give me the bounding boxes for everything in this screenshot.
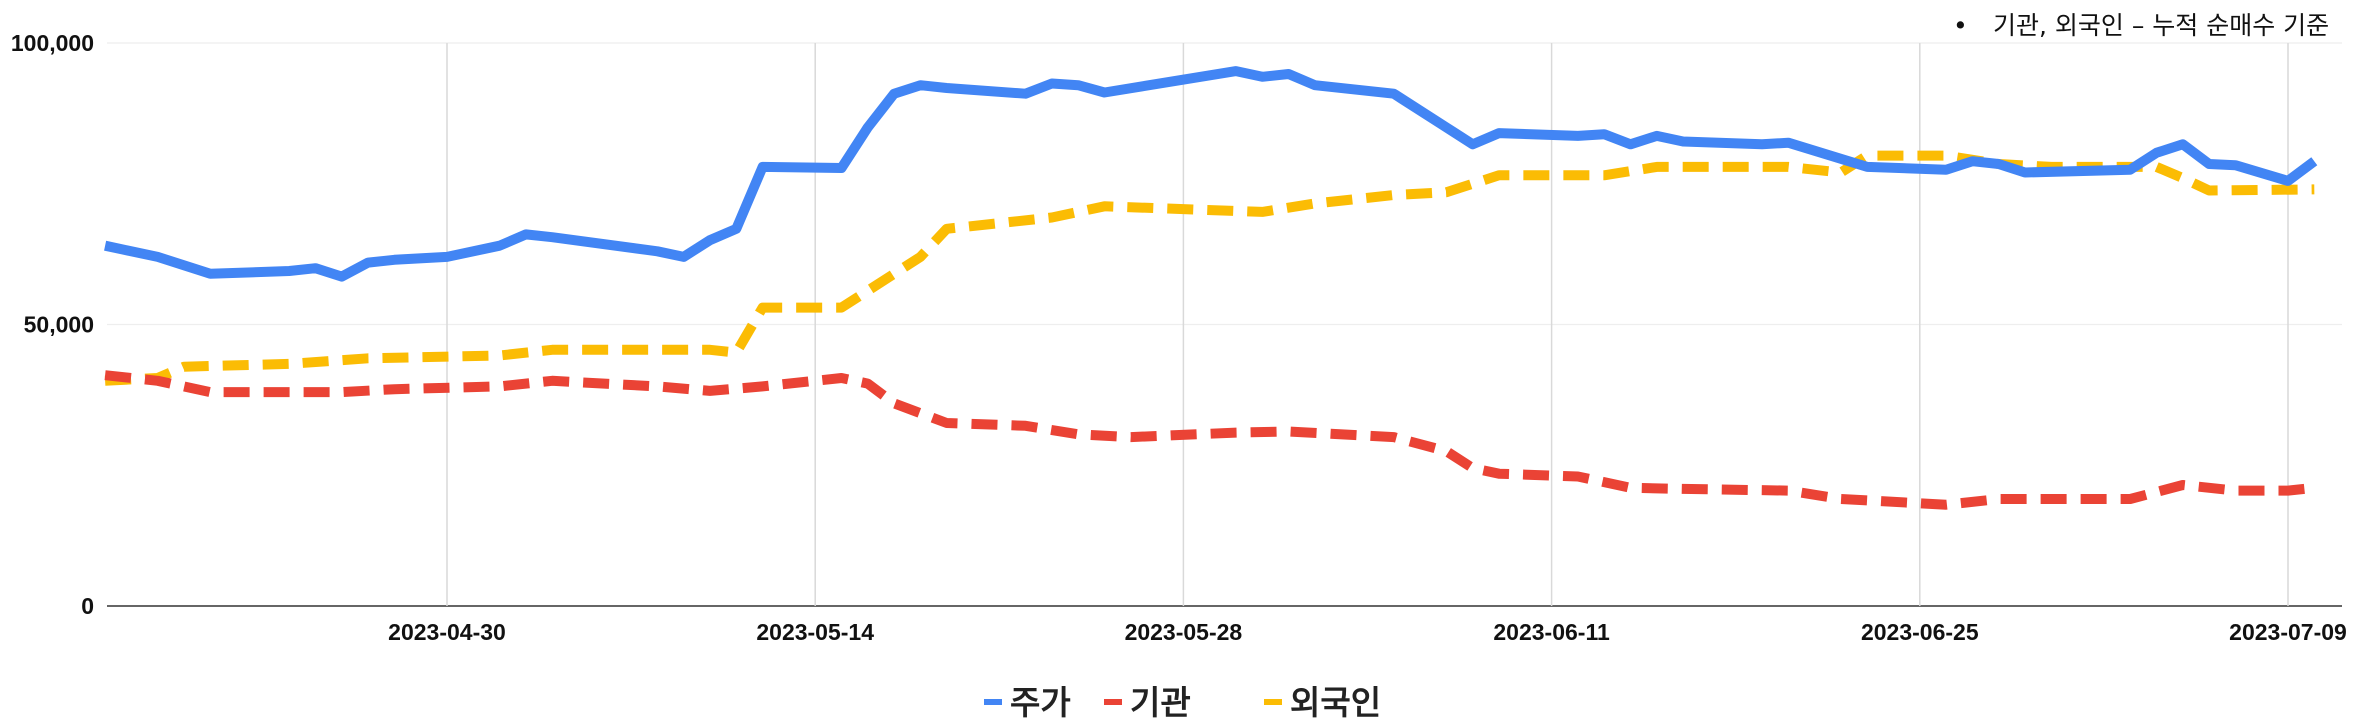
series-line-1: [104, 66, 2318, 282]
x-tick-label: 2023-06-11: [1493, 619, 1610, 645]
legend-item: 기관: [1104, 683, 1191, 722]
series-lines: [104, 66, 2318, 510]
x-tick-label: 2023-06-25: [1861, 619, 1979, 645]
note-text: 기관, 외국인 – 누적 순매수 기준: [1993, 11, 2329, 40]
y-tick-label: 50,000: [24, 312, 94, 338]
y-axis: 0 50,000 100,000: [11, 30, 94, 619]
legend-label: 주가: [1010, 683, 1071, 722]
note-bullet: •: [1953, 11, 1968, 40]
legend-label: 외국인: [1290, 683, 1381, 722]
grid-lines: [107, 42, 2342, 607]
x-axis: 2023-04-30 2023-05-14 2023-05-28 2023-06-11…: [388, 619, 2347, 645]
x-tick-label: 2023-05-14: [756, 619, 874, 645]
legend-label: 기관: [1130, 683, 1191, 722]
y-tick-label: 100,000: [11, 30, 94, 56]
series-line-3: [104, 150, 2315, 386]
legend-item: 외국인: [1264, 683, 1381, 722]
x-tick-label: 2023-07-09: [2229, 619, 2347, 645]
note: • 기관, 외국인 – 누적 순매수 기준: [1953, 11, 2329, 40]
x-tick-label: 2023-04-30: [388, 619, 506, 645]
series-line-2: [104, 370, 2315, 510]
legend: 주가 기관 외국인: [984, 683, 1381, 722]
y-tick-label: 0: [81, 593, 94, 619]
x-tick-label: 2023-05-28: [1125, 619, 1243, 645]
legend-item: 주가: [984, 683, 1071, 722]
